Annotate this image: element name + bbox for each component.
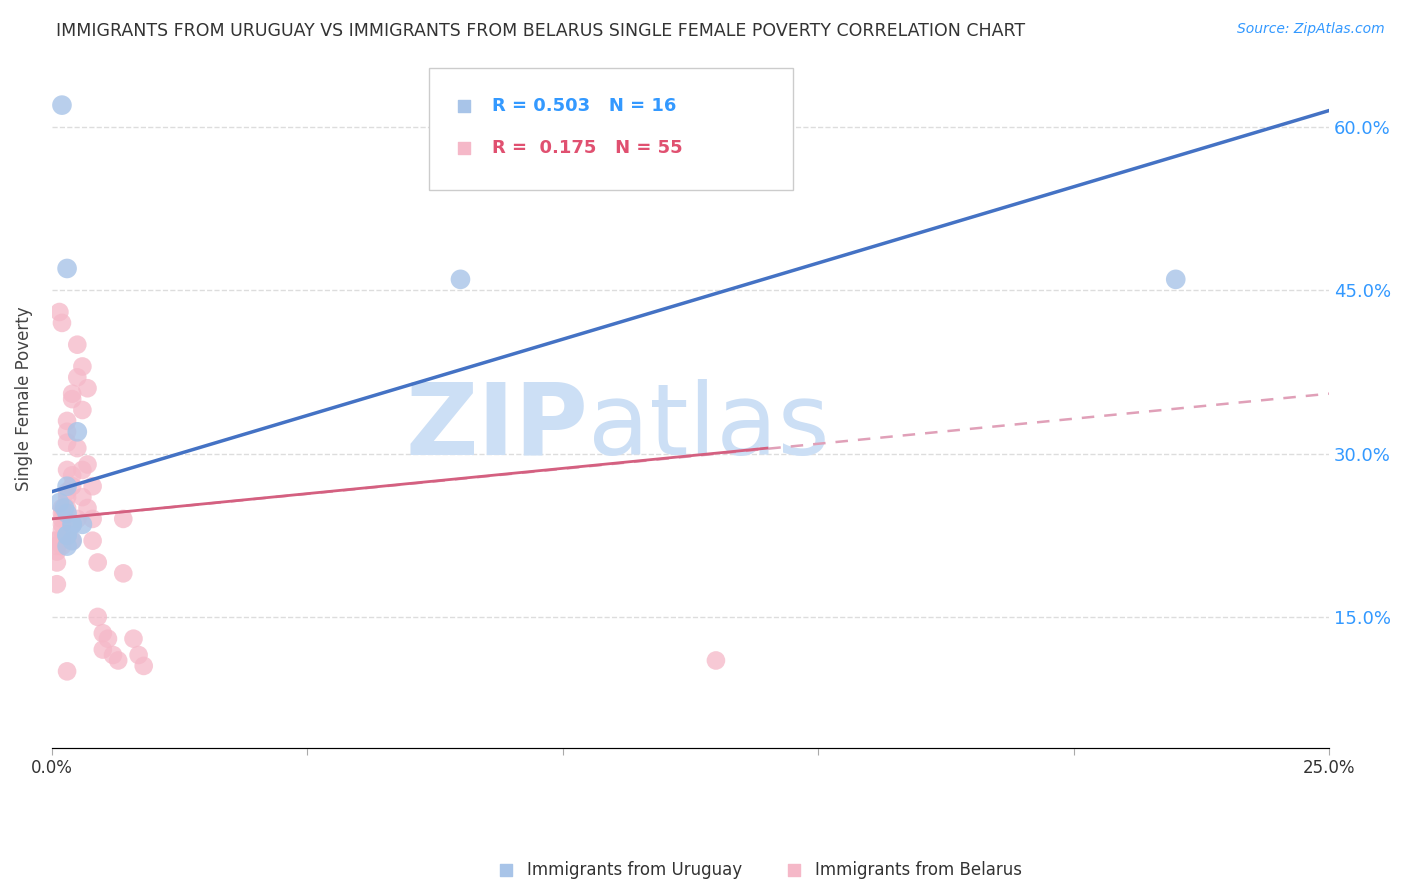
Point xyxy=(72,517,94,532)
Point xyxy=(56,501,79,516)
Point xyxy=(72,463,94,477)
Point xyxy=(60,386,83,401)
Text: ZIP: ZIP xyxy=(405,378,588,475)
Point xyxy=(66,425,89,439)
Point xyxy=(60,392,83,406)
Point xyxy=(66,370,89,384)
Point xyxy=(56,490,79,504)
Point xyxy=(51,517,73,532)
Point xyxy=(112,512,135,526)
Point xyxy=(60,517,83,532)
Point xyxy=(87,556,110,570)
Point xyxy=(128,648,150,662)
Point xyxy=(56,528,79,542)
Point xyxy=(72,359,94,374)
Point xyxy=(56,261,79,276)
Point xyxy=(450,272,472,286)
FancyBboxPatch shape xyxy=(429,68,793,190)
Point xyxy=(51,316,73,330)
Point xyxy=(60,479,83,493)
Point xyxy=(56,425,79,439)
Point xyxy=(53,501,76,516)
Point xyxy=(72,403,94,417)
Point xyxy=(66,441,89,455)
Point xyxy=(56,665,79,679)
Point xyxy=(76,381,98,395)
Text: atlas: atlas xyxy=(588,378,830,475)
Point xyxy=(48,495,70,509)
Text: Immigrants from Uruguay: Immigrants from Uruguay xyxy=(527,861,742,879)
Point xyxy=(91,626,114,640)
Point xyxy=(56,479,79,493)
Y-axis label: Single Female Poverty: Single Female Poverty xyxy=(15,307,32,491)
Point xyxy=(45,533,67,548)
Point xyxy=(76,501,98,516)
Point xyxy=(44,533,66,548)
Point xyxy=(122,632,145,646)
Point xyxy=(101,648,124,662)
Point xyxy=(45,556,67,570)
Point xyxy=(51,523,73,537)
Text: Immigrants from Belarus: Immigrants from Belarus xyxy=(815,861,1022,879)
Point xyxy=(60,468,83,483)
Point xyxy=(56,463,79,477)
Point xyxy=(87,610,110,624)
Point xyxy=(97,632,120,646)
Point xyxy=(51,98,73,112)
Point xyxy=(72,490,94,504)
Point xyxy=(66,337,89,351)
Point xyxy=(56,539,79,553)
Point xyxy=(56,414,79,428)
Point xyxy=(56,528,79,542)
Point xyxy=(112,566,135,581)
Text: IMMIGRANTS FROM URUGUAY VS IMMIGRANTS FROM BELARUS SINGLE FEMALE POVERTY CORRELA: IMMIGRANTS FROM URUGUAY VS IMMIGRANTS FR… xyxy=(56,22,1025,40)
Point xyxy=(51,539,73,553)
Point xyxy=(60,533,83,548)
Point xyxy=(704,653,727,667)
Point xyxy=(60,517,83,532)
Point xyxy=(1164,272,1187,286)
Point xyxy=(91,642,114,657)
Point xyxy=(45,544,67,558)
Text: R = 0.503   N = 16: R = 0.503 N = 16 xyxy=(492,97,676,115)
Point xyxy=(107,653,129,667)
Point xyxy=(76,458,98,472)
Point xyxy=(66,512,89,526)
Point xyxy=(82,533,104,548)
Point xyxy=(82,479,104,493)
Point xyxy=(51,507,73,521)
Point xyxy=(51,512,73,526)
Point xyxy=(45,577,67,591)
Point xyxy=(51,501,73,516)
Point xyxy=(48,305,70,319)
Point xyxy=(82,512,104,526)
Point xyxy=(132,659,155,673)
Point xyxy=(56,484,79,499)
Point xyxy=(51,533,73,548)
Point xyxy=(45,539,67,553)
Point xyxy=(56,507,79,521)
Text: Source: ZipAtlas.com: Source: ZipAtlas.com xyxy=(1237,22,1385,37)
Point xyxy=(60,533,83,548)
Point xyxy=(56,435,79,450)
Text: R =  0.175   N = 55: R = 0.175 N = 55 xyxy=(492,139,683,157)
